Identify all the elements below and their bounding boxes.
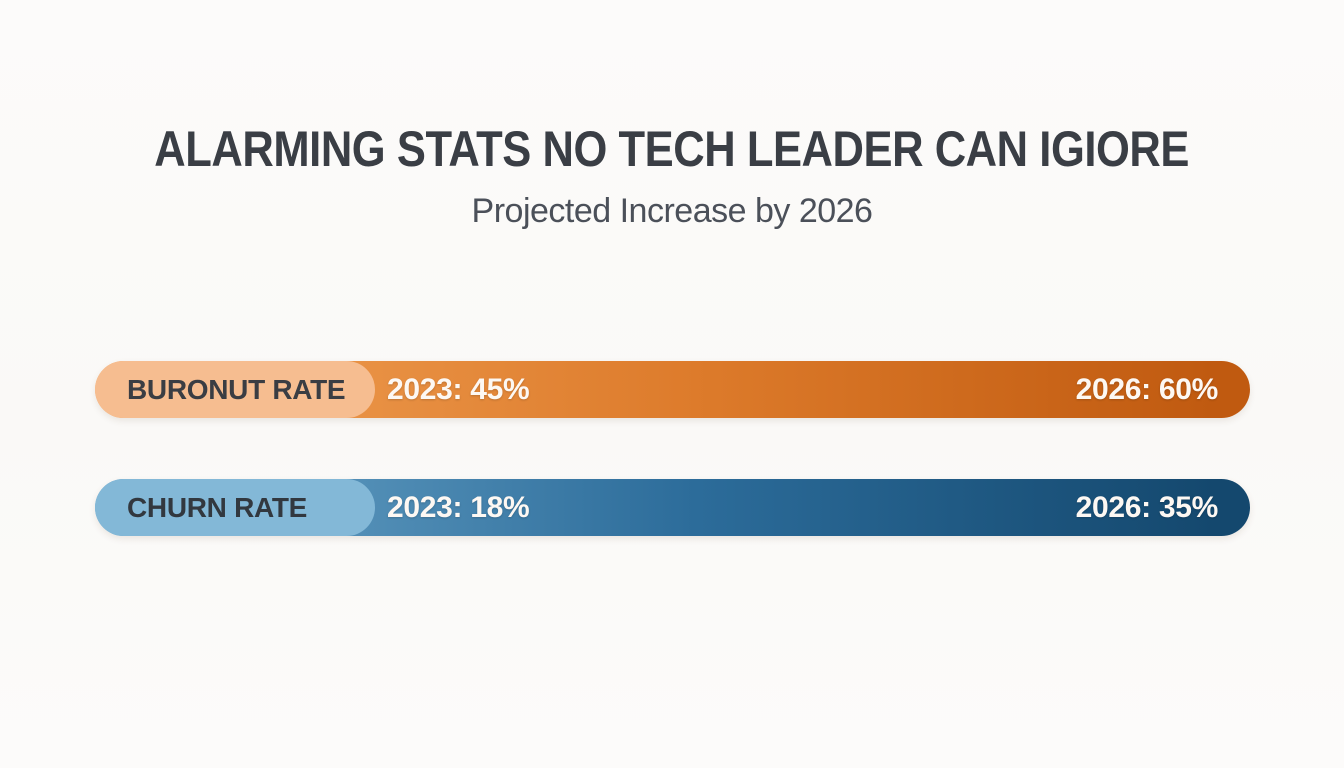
bar-value-2023: 2023: 45% (387, 372, 530, 406)
bar-label-pill: CHURN RATE (95, 479, 375, 536)
bar-value-2026: 2026: 60% (1075, 372, 1219, 406)
bar-value-2026: 2026: 35% (1075, 490, 1219, 524)
stat-bar-churn: CHURN RATE 2023: 18% 2026: 35% (95, 479, 1250, 536)
bar-label-pill: BURONUT RATE (95, 361, 375, 418)
stat-bar-burnout: BURONUT RATE 2023: 45% 2026: 60% (95, 361, 1250, 418)
page-title-text: ALARMING STATS NO TECH LEADER CAN IGIORE (154, 121, 1190, 177)
page-subtitle: Projected Increase by 2026 (471, 192, 873, 230)
bar-label: BURONUT RATE (127, 373, 346, 405)
page-title: ALARMING STATS NO TECH LEADER CAN IGIORE (0, 120, 1344, 178)
bar-label: CHURN RATE (127, 491, 308, 523)
bar-value-2023: 2023: 18% (387, 490, 530, 524)
